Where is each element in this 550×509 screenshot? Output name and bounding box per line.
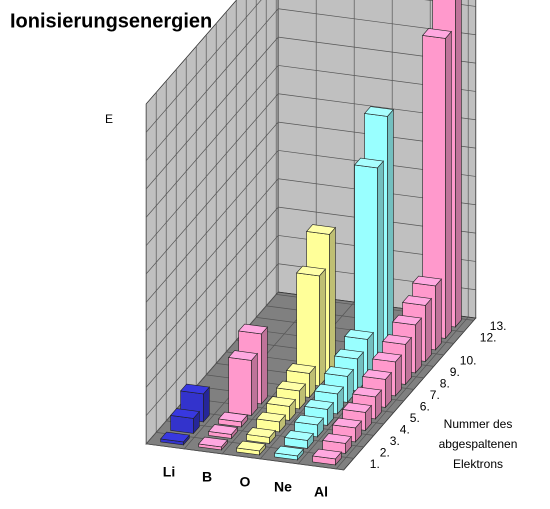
bar-top bbox=[180, 383, 210, 395]
depth-axis-label: abgespaltenen bbox=[439, 437, 518, 451]
bar-top bbox=[304, 399, 334, 410]
depth-tick-label: 12. bbox=[480, 331, 497, 345]
bar-top bbox=[208, 424, 238, 435]
depth-tick-label: 7. bbox=[430, 388, 440, 402]
bar-top bbox=[382, 334, 412, 345]
depth-tick-label: 8. bbox=[440, 377, 450, 391]
bar-top bbox=[296, 265, 326, 277]
bar-side bbox=[455, 0, 462, 328]
bar-top bbox=[160, 431, 190, 443]
x-tick-label: Li bbox=[163, 464, 175, 480]
floor-grid-line bbox=[145, 291, 279, 445]
depth-axis-label: Nummer des bbox=[444, 417, 513, 431]
bars bbox=[160, 0, 462, 466]
bar-side bbox=[319, 268, 326, 387]
bar-top bbox=[228, 350, 258, 361]
bar-top bbox=[334, 348, 364, 360]
bar-top bbox=[402, 295, 432, 306]
depth-axis-label: Elektrons bbox=[453, 457, 503, 471]
bar-top bbox=[238, 323, 268, 335]
bar-top bbox=[256, 411, 286, 423]
bar-side bbox=[261, 326, 268, 405]
bar-side bbox=[329, 226, 336, 376]
bar-top bbox=[342, 402, 372, 413]
bar-side bbox=[435, 278, 442, 351]
bar bbox=[228, 357, 252, 416]
x-tick-label: Ne bbox=[274, 479, 292, 495]
bar-top bbox=[372, 351, 402, 363]
bar-top bbox=[274, 445, 304, 457]
bar-top bbox=[284, 430, 314, 441]
bar-top bbox=[246, 427, 276, 438]
bar-top bbox=[294, 414, 324, 426]
bar-top bbox=[312, 448, 342, 460]
bar-top bbox=[306, 224, 336, 235]
bar-top bbox=[364, 106, 394, 117]
floor-grid-line bbox=[146, 443, 344, 471]
depth-tick-label: 1. bbox=[370, 457, 380, 471]
bar-side bbox=[415, 317, 422, 374]
bar-top bbox=[322, 433, 352, 444]
bar-top bbox=[218, 411, 248, 423]
depth-tick-label: 6. bbox=[420, 400, 430, 414]
bar-top bbox=[344, 329, 374, 340]
bar-side bbox=[425, 297, 432, 363]
bar-top bbox=[286, 363, 316, 374]
bar-side bbox=[405, 336, 412, 386]
bar-top bbox=[412, 275, 442, 287]
bar-top bbox=[170, 408, 200, 419]
bar-top bbox=[276, 380, 306, 392]
depth-tick-label: 10. bbox=[460, 354, 477, 368]
x-tick-label: B bbox=[202, 469, 212, 485]
chart-title: Ionisierungsenergien bbox=[10, 10, 212, 32]
depth-tick-label: 4. bbox=[400, 423, 410, 437]
bar-top bbox=[332, 417, 362, 429]
x-tick-label: O bbox=[240, 474, 251, 490]
x-tick-label: Al bbox=[314, 484, 328, 500]
depth-tick-label: 2. bbox=[380, 446, 390, 460]
depth-tick-label: 9. bbox=[450, 365, 460, 379]
bar-side bbox=[377, 160, 384, 369]
depth-tick-label: 5. bbox=[410, 411, 420, 425]
bar-side bbox=[445, 30, 452, 340]
floor-grid-line bbox=[335, 316, 469, 470]
bar-top bbox=[198, 436, 228, 448]
y-axis-label: E bbox=[105, 112, 113, 126]
bar-top bbox=[266, 396, 296, 407]
bar-top bbox=[362, 369, 392, 380]
depth-tick-label: 13. bbox=[490, 319, 507, 333]
bar-top bbox=[352, 386, 382, 398]
bar-top bbox=[354, 157, 384, 169]
bar-top bbox=[236, 440, 266, 452]
bar-top bbox=[392, 314, 422, 326]
bar-side bbox=[387, 108, 394, 358]
depth-tick-label: 3. bbox=[390, 434, 400, 448]
bar-top bbox=[314, 383, 344, 395]
bar-top bbox=[324, 366, 354, 377]
bar-top bbox=[422, 28, 452, 39]
bar-side bbox=[251, 352, 258, 417]
